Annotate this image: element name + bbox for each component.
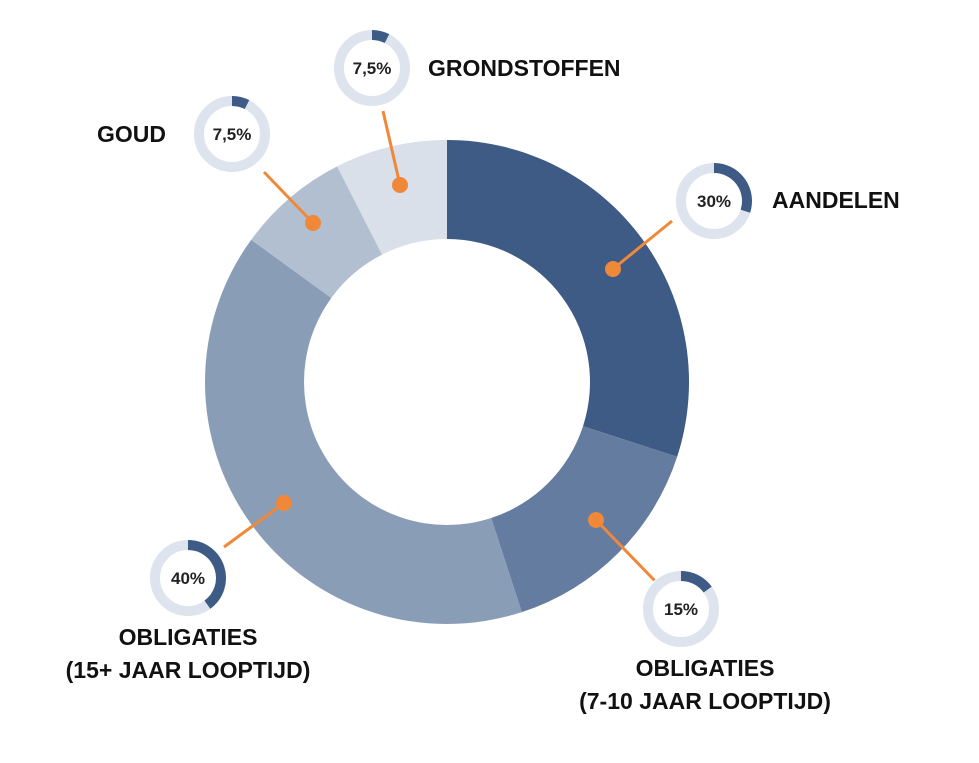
callout-dot bbox=[392, 177, 408, 193]
callouts: 30% AANDELEN 15% OBLIGATIES (7-10 JAAR LOOPT… bbox=[66, 29, 900, 714]
donut-slice-3 bbox=[251, 166, 383, 298]
callout-4: 7,5% GRONDSTOFFEN bbox=[333, 29, 621, 193]
callout-dot bbox=[276, 495, 292, 511]
callout-line bbox=[381, 110, 402, 186]
mini-ring-fill bbox=[187, 540, 226, 609]
callout-line bbox=[612, 219, 673, 271]
callout-line bbox=[594, 518, 658, 584]
callout-line bbox=[262, 170, 315, 225]
mini-ring-bg bbox=[333, 29, 411, 107]
mini-ring-bg bbox=[675, 162, 753, 240]
callout-3: 7,5% GOUD bbox=[97, 95, 321, 231]
callout-0: 30% AANDELEN bbox=[605, 162, 900, 277]
donut-slice-2 bbox=[204, 239, 522, 625]
mini-ring-bg bbox=[193, 95, 271, 173]
category-label: GOUD bbox=[97, 121, 166, 147]
category-label: OBLIGATIES bbox=[119, 624, 258, 650]
value-label: 7,5% bbox=[353, 59, 392, 78]
value-label: 7,5% bbox=[213, 125, 252, 144]
callout-dot bbox=[588, 512, 604, 528]
callout-line bbox=[223, 501, 285, 549]
mini-ring-bg bbox=[149, 539, 227, 617]
callout-dot bbox=[605, 261, 621, 277]
value-label: 15% bbox=[664, 600, 698, 619]
category-label: OBLIGATIES bbox=[636, 655, 775, 681]
category-label: GRONDSTOFFEN bbox=[428, 55, 621, 81]
donut-slices bbox=[204, 140, 689, 625]
category-label: (15+ JAAR LOOPTIJD) bbox=[66, 657, 311, 683]
donut-slice-1 bbox=[491, 426, 678, 613]
callout-dot bbox=[305, 215, 321, 231]
callout-2: 40% OBLIGATIES (15+ JAAR LOOPTIJD) bbox=[66, 495, 311, 683]
value-label: 40% bbox=[171, 569, 205, 588]
mini-ring-bg bbox=[642, 570, 720, 648]
mini-ring-fill bbox=[371, 30, 390, 44]
value-label: 30% bbox=[697, 192, 731, 211]
callout-1: 15% OBLIGATIES (7-10 JAAR LOOPTIJD) bbox=[579, 512, 831, 714]
mini-ring-fill bbox=[231, 96, 250, 110]
category-label: AANDELEN bbox=[772, 187, 900, 213]
category-label: (7-10 JAAR LOOPTIJD) bbox=[579, 688, 831, 714]
donut-slice-4 bbox=[337, 140, 447, 255]
mini-ring-fill bbox=[713, 163, 752, 213]
mini-ring-fill bbox=[680, 571, 712, 593]
donut-slice-0 bbox=[447, 140, 689, 457]
